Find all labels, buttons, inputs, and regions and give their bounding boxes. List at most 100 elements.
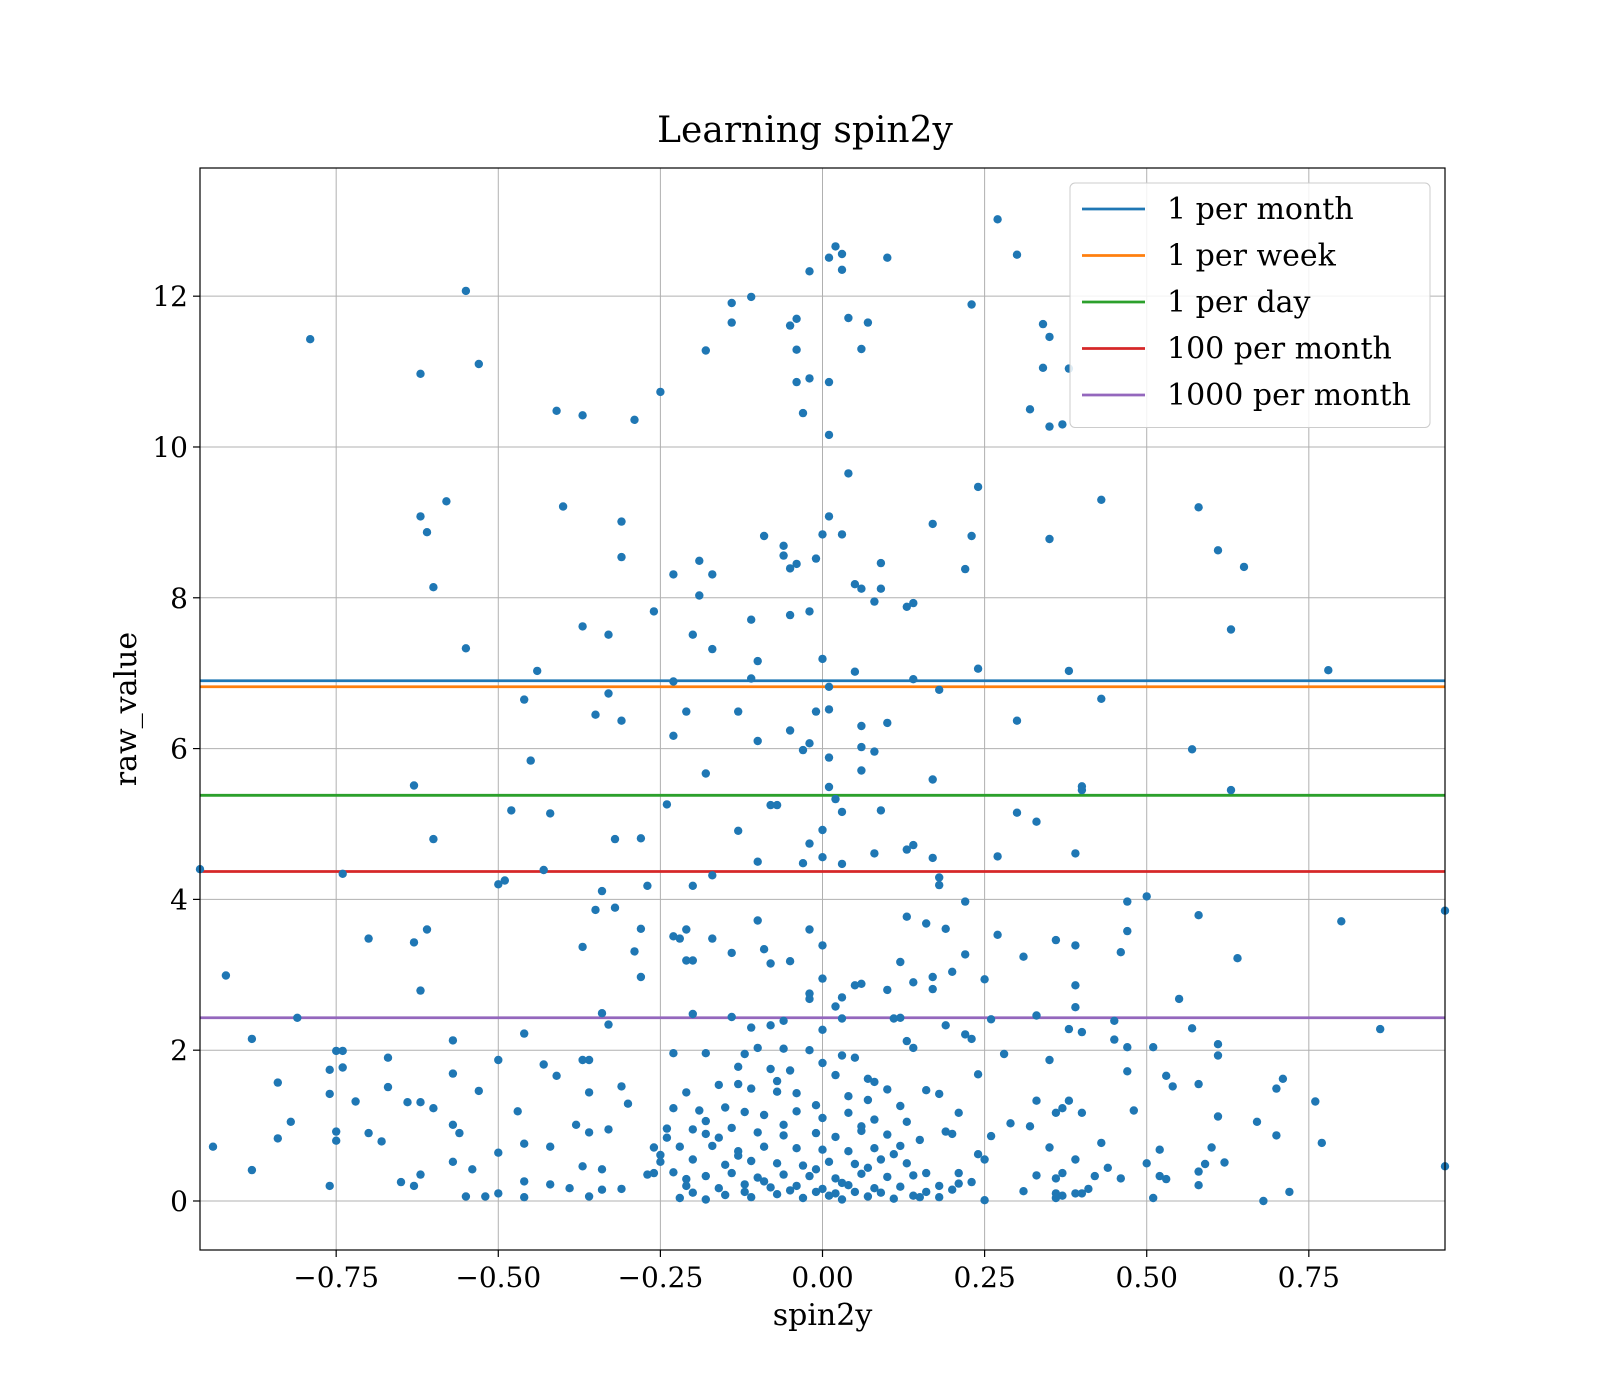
scatter-point — [1311, 1097, 1320, 1106]
scatter-point — [539, 1060, 548, 1069]
scatter-point — [837, 807, 847, 817]
scatter-point — [1045, 534, 1054, 544]
scatter-point — [1116, 948, 1126, 957]
scatter-point — [1045, 1055, 1054, 1065]
scatter-point — [675, 1193, 684, 1203]
scatter-point — [1226, 625, 1236, 634]
x-tick-label: 0.50 — [1116, 1261, 1178, 1294]
scatter-point — [811, 554, 821, 563]
scatter-point — [831, 1070, 840, 1080]
scatter-point — [824, 512, 834, 521]
scatter-point — [688, 956, 697, 965]
scatter-point — [286, 1117, 295, 1127]
scatter-point — [870, 1077, 879, 1087]
scatter-point — [870, 849, 879, 858]
scatter-point — [617, 517, 626, 526]
scatter-point — [844, 1147, 853, 1156]
scatter-point — [1155, 1145, 1164, 1154]
scatter-point — [1019, 1187, 1028, 1196]
scatter-point — [1045, 1143, 1054, 1152]
scatter-point — [429, 1104, 438, 1113]
scatter-point — [785, 726, 795, 735]
scatter-point — [461, 1192, 471, 1201]
scatter-point — [701, 1195, 710, 1204]
scatter-point — [721, 1190, 730, 1200]
scatter-point — [247, 1034, 257, 1044]
scatter-point — [636, 834, 646, 843]
scatter-point — [1194, 1167, 1203, 1176]
scatter-point — [824, 782, 834, 792]
scatter-point — [688, 1125, 697, 1134]
scatter-point — [857, 766, 866, 775]
scatter-point — [1278, 1074, 1288, 1084]
legend: 1 per month 1 per week 1 per day 100 per mo… — [1069, 182, 1431, 428]
scatter-point — [701, 1049, 710, 1058]
scatter-point — [701, 769, 710, 778]
scatter-point — [617, 1184, 626, 1194]
scatter-point — [688, 881, 697, 890]
scatter-point — [876, 584, 886, 593]
scatter-point — [558, 502, 568, 511]
scatter-point — [837, 265, 847, 274]
scatter-point — [928, 972, 937, 982]
scatter-point — [941, 1021, 950, 1030]
scatter-point — [552, 1071, 561, 1081]
scatter-point — [578, 1055, 587, 1065]
scatter-point — [688, 630, 697, 639]
scatter-point — [1194, 1181, 1203, 1190]
scatter-point — [727, 1012, 736, 1022]
legend-entry: 1 per month — [1167, 192, 1354, 227]
scatter-point — [961, 897, 970, 906]
scatter-point — [902, 1159, 911, 1168]
scatter-point — [708, 1141, 717, 1151]
scatter-point — [1187, 1024, 1197, 1033]
scatter-point — [520, 1177, 529, 1186]
scatter-point — [902, 602, 911, 611]
scatter-point — [805, 607, 814, 616]
scatter-point — [922, 1086, 931, 1095]
scatter-point — [1097, 694, 1106, 703]
scatter-point — [909, 1171, 918, 1180]
scatter-point — [682, 925, 691, 934]
scatter-point — [675, 1142, 684, 1151]
scatter-point — [539, 865, 548, 875]
scatter-point — [247, 1165, 257, 1175]
scatter-point — [857, 584, 866, 593]
scatter-point — [727, 1168, 736, 1178]
scatter-point — [824, 682, 834, 691]
scatter-point — [941, 924, 950, 933]
scatter-point — [837, 1195, 847, 1204]
scatter-point — [753, 1043, 762, 1053]
scatter-point — [759, 531, 769, 541]
scatter-point — [811, 1187, 821, 1197]
scatter-point — [837, 1014, 847, 1023]
scatter-point — [1239, 562, 1249, 572]
scatter-point — [1129, 1106, 1139, 1115]
scatter-point — [578, 622, 587, 631]
scatter-point — [948, 1129, 957, 1139]
scatter-point — [961, 564, 970, 574]
scatter-point — [876, 1155, 886, 1164]
scatter-point — [902, 1036, 911, 1046]
scatter-point — [935, 685, 944, 694]
scatter-point — [902, 845, 911, 854]
scatter-point — [669, 677, 678, 686]
scatter-point — [740, 1049, 749, 1059]
scatter-point — [1272, 1131, 1281, 1140]
scatter-point — [850, 580, 860, 589]
scatter-point — [604, 630, 613, 639]
scatter-point — [351, 1097, 360, 1106]
scatter-point — [753, 736, 762, 746]
scatter-point — [785, 957, 795, 966]
scatter-point — [772, 1076, 782, 1086]
x-axis-label: spin2y — [773, 1298, 873, 1333]
scatter-point — [1213, 1040, 1223, 1049]
y-tick-label: 0 — [170, 1185, 188, 1218]
scatter-point — [208, 1142, 218, 1151]
scatter-point — [772, 1159, 782, 1168]
scatter-point — [805, 839, 814, 848]
scatter-point — [1051, 1174, 1061, 1183]
scatter-point — [448, 1120, 458, 1130]
scatter-point — [935, 873, 944, 882]
scatter-point — [1123, 926, 1132, 936]
